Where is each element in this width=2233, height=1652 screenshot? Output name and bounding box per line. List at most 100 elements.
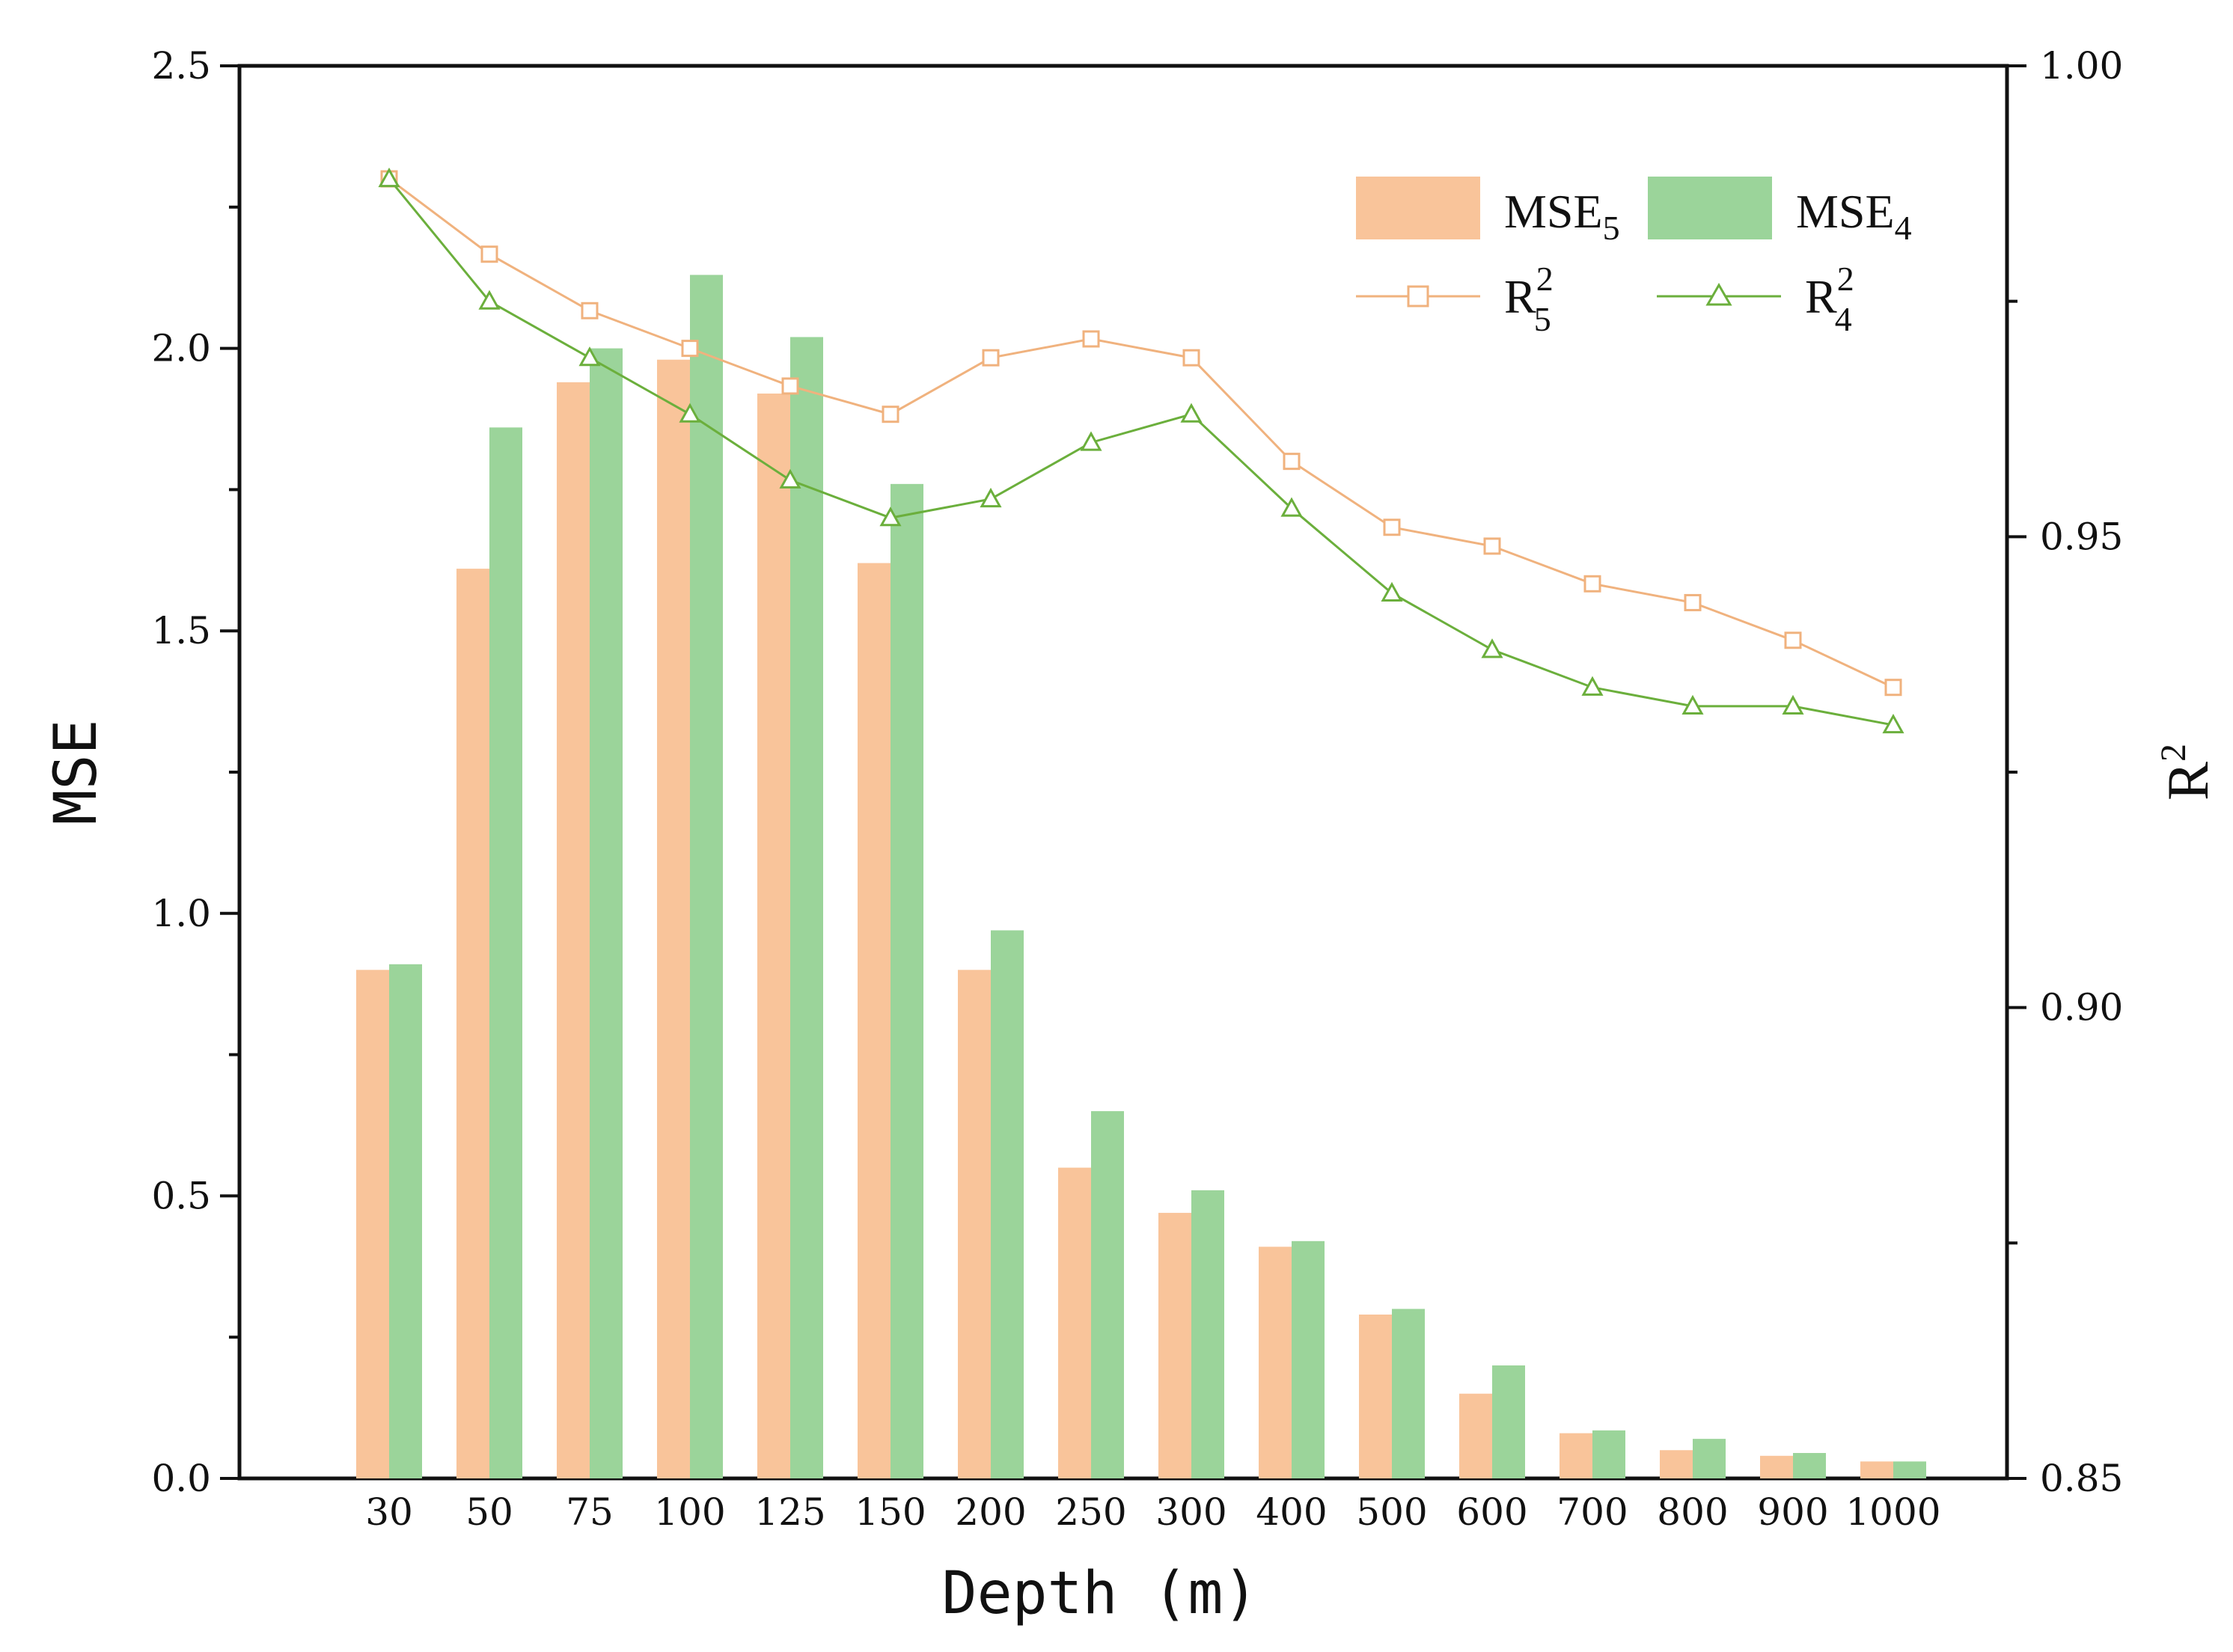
x-tick-label: 900 — [1757, 1490, 1828, 1534]
point-r2-5-600 — [1483, 537, 1501, 555]
bar-mse4-200 — [991, 930, 1024, 1478]
point-r2-4-30 — [378, 167, 400, 188]
y2-axis-title-sup: 2 — [2154, 744, 2193, 762]
bar-mse4-50 — [489, 427, 522, 1478]
bars-layer — [356, 275, 1926, 1479]
line-r2-4 — [388, 178, 1894, 726]
x-tick-label: 75 — [566, 1490, 614, 1534]
point-r2-4-500 — [1381, 581, 1403, 602]
y2-tick-label: 0.85 — [2040, 1457, 2123, 1500]
y-tick-label: 1.0 — [151, 892, 211, 935]
bar-mse5-900 — [1760, 1455, 1793, 1478]
bar-mse4-700 — [1592, 1430, 1625, 1478]
bar-mse5-150 — [858, 563, 891, 1479]
y-tick-label: 2.5 — [151, 44, 211, 88]
bar-mse4-600 — [1492, 1365, 1525, 1478]
point-r2-5-800 — [1684, 593, 1702, 611]
x-tick-label: 50 — [465, 1490, 513, 1534]
x-tick-label: 700 — [1557, 1490, 1628, 1534]
point-r2-4-125 — [779, 468, 801, 489]
y2-axis-title: R2 — [2154, 744, 2220, 801]
y-axis-title: MSE — [43, 720, 110, 825]
bar-mse5-800 — [1660, 1450, 1693, 1478]
line-r2-5 — [388, 177, 1894, 689]
x-tick-label: 800 — [1657, 1490, 1728, 1534]
x-tick-label: 300 — [1155, 1490, 1227, 1534]
point-r2-4-700 — [1581, 676, 1604, 696]
y2-axis-title-main: R — [2155, 762, 2220, 801]
legend-marker-triangle-icon — [1705, 282, 1732, 306]
point-r2-5-300 — [1182, 349, 1200, 367]
x-tick-label: 1000 — [1845, 1490, 1940, 1534]
point-r2-4-300 — [1180, 403, 1203, 423]
y2-tick-label: 1.00 — [2040, 44, 2123, 88]
bar-mse4-125 — [790, 337, 823, 1479]
point-r2-4-1000 — [1882, 713, 1904, 734]
point-r2-4-75 — [578, 346, 601, 367]
point-r2-4-400 — [1280, 497, 1303, 517]
point-r2-5-200 — [982, 349, 1000, 367]
point-r2-4-50 — [478, 290, 501, 310]
bar-mse5-1000 — [1860, 1461, 1893, 1478]
point-r2-5-150 — [882, 406, 899, 423]
legend-label-r2-4: R2 4 — [1805, 260, 1854, 338]
point-r2-4-900 — [1782, 694, 1804, 715]
bar-mse5-600 — [1459, 1393, 1492, 1478]
point-r2-4-600 — [1481, 638, 1503, 658]
bar-mse4-300 — [1191, 1190, 1224, 1478]
point-r2-4-800 — [1681, 694, 1704, 715]
bar-mse5-200 — [958, 970, 991, 1478]
bar-mse4-400 — [1292, 1240, 1325, 1478]
bar-mse5-100 — [657, 359, 690, 1479]
lines-layer — [378, 167, 1904, 734]
bar-mse4-250 — [1091, 1111, 1124, 1478]
point-r2-5-125 — [781, 377, 799, 395]
legend-swatch-mse5 — [1356, 177, 1480, 239]
point-r2-5-500 — [1383, 518, 1401, 536]
x-tick-label: 600 — [1456, 1490, 1527, 1534]
bar-mse4-1000 — [1893, 1461, 1926, 1478]
bar-mse5-30 — [356, 970, 389, 1478]
point-r2-5-50 — [480, 245, 498, 263]
legend-label-r2-5: R2 5 — [1504, 260, 1554, 338]
y2-tick-label: 0.95 — [2040, 515, 2123, 558]
bar-mse4-75 — [590, 348, 623, 1479]
point-r2-5-1000 — [1884, 679, 1902, 697]
bar-mse5-250 — [1058, 1167, 1091, 1478]
legend-label-mse5: MSE5 — [1504, 185, 1620, 247]
x-tick-label: 250 — [1055, 1490, 1126, 1534]
bar-mse4-800 — [1693, 1439, 1726, 1478]
point-r2-5-900 — [1784, 631, 1802, 649]
point-r2-4-200 — [980, 487, 1002, 508]
x-tick-label: 200 — [955, 1490, 1026, 1534]
legend: MSE5 MSE4 R2 5 R2 4 — [1356, 177, 1912, 338]
bar-mse5-125 — [757, 394, 790, 1478]
x-tick-label: 150 — [855, 1490, 926, 1534]
bar-mse5-50 — [456, 569, 489, 1479]
point-r2-4-100 — [679, 403, 701, 423]
bar-mse4-30 — [389, 964, 422, 1478]
bar-mse5-75 — [557, 382, 590, 1478]
bar-mse5-400 — [1259, 1246, 1292, 1478]
point-r2-5-100 — [681, 340, 699, 358]
legend-swatch-mse4 — [1648, 177, 1772, 239]
y-tick-label: 0.5 — [151, 1174, 211, 1217]
legend-label-mse4: MSE4 — [1796, 185, 1912, 247]
y-tick-label: 0.0 — [151, 1457, 211, 1500]
legend-marker-square-icon — [1407, 285, 1429, 308]
axes-layer: 0.0 0.5 1.0 1.5 2.0 2.5 0.85 0.90 0.95 1.00 30 50 75… — [151, 44, 2123, 1534]
point-r2-5-400 — [1283, 453, 1301, 471]
x-tick-label: 125 — [754, 1490, 825, 1534]
bar-mse5-700 — [1560, 1433, 1592, 1478]
bar-mse4-900 — [1793, 1453, 1826, 1478]
svg-text:R2: R2 — [2154, 744, 2220, 801]
point-r2-5-75 — [581, 302, 599, 319]
point-r2-5-700 — [1583, 575, 1601, 593]
bar-mse5-500 — [1359, 1314, 1392, 1478]
y-tick-label: 2.0 — [151, 327, 211, 370]
y-tick-label: 1.5 — [151, 609, 211, 652]
x-tick-label: 500 — [1356, 1490, 1427, 1534]
x-axis-title: Depth (m) — [942, 1560, 1259, 1627]
point-r2-4-250 — [1080, 431, 1102, 451]
